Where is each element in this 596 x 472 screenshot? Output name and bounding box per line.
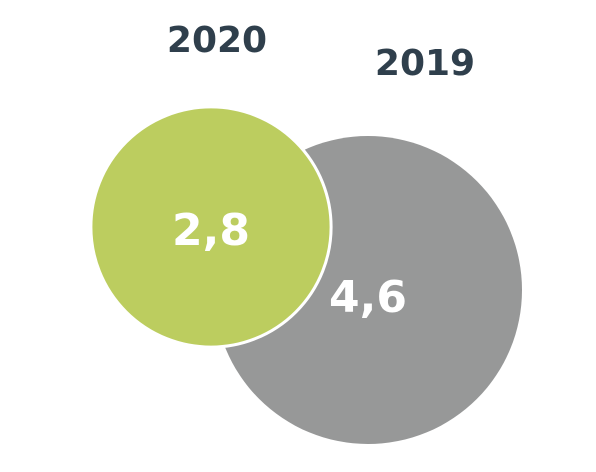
year-label-2019: 2019 xyxy=(375,43,475,84)
bubble-2020 xyxy=(89,105,333,349)
value-label-2019: 4,6 xyxy=(329,272,407,323)
value-label-2020: 2,8 xyxy=(172,205,250,256)
year-label-2020: 2020 xyxy=(167,20,267,61)
